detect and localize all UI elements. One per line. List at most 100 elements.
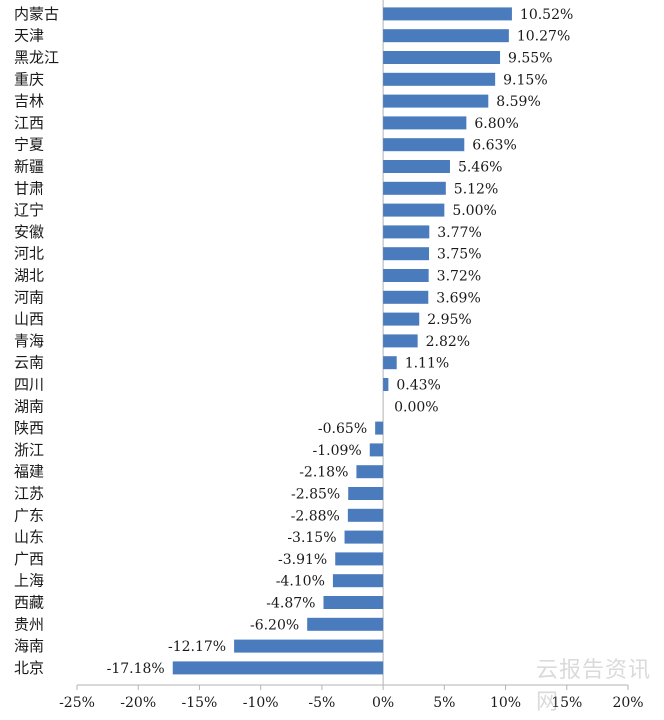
category-label: 海南 xyxy=(14,637,44,655)
bar xyxy=(348,487,384,500)
bar xyxy=(383,7,512,21)
bar xyxy=(383,269,429,282)
value-label: 6.80% xyxy=(474,116,518,132)
category-label: 山西 xyxy=(14,310,44,328)
bar xyxy=(323,596,384,609)
x-tick-label: -15% xyxy=(182,695,218,711)
value-label: 2.82% xyxy=(426,334,470,350)
bar xyxy=(383,225,430,239)
bar xyxy=(369,443,384,457)
value-label: -12.17% xyxy=(168,639,226,655)
x-tick-label: -5% xyxy=(308,695,335,711)
value-label: -4.87% xyxy=(266,596,315,612)
x-tick-label: -10% xyxy=(243,695,279,711)
category-label: 宁夏 xyxy=(14,136,44,154)
bar xyxy=(375,421,384,435)
category-label: 上海 xyxy=(14,572,44,590)
category-label: 广西 xyxy=(14,550,44,568)
category-label: 江苏 xyxy=(14,485,44,503)
category-label: 天津 xyxy=(14,27,44,45)
bar xyxy=(383,247,430,261)
category-label: 辽宁 xyxy=(14,201,44,219)
value-label: 9.15% xyxy=(503,72,547,88)
value-label: -1.09% xyxy=(313,443,362,459)
value-label: 10.52% xyxy=(520,7,573,23)
bar xyxy=(356,465,384,479)
category-label: 重庆 xyxy=(14,70,44,88)
x-tick-label: 5% xyxy=(433,695,455,711)
category-label: 青海 xyxy=(14,332,44,350)
x-tick-label: 20% xyxy=(612,695,643,711)
category-label: 黑龙江 xyxy=(14,49,59,67)
bar xyxy=(383,94,489,108)
category-label: 贵州 xyxy=(14,615,44,633)
category-label: 吉林 xyxy=(14,92,44,110)
value-label: -3.91% xyxy=(278,552,327,568)
value-label: -3.15% xyxy=(287,530,336,546)
bar xyxy=(383,51,501,64)
value-label: 5.46% xyxy=(458,160,502,176)
bar xyxy=(383,356,397,370)
bar xyxy=(344,530,384,544)
bar xyxy=(307,617,384,631)
value-label: -4.10% xyxy=(276,574,325,590)
bar xyxy=(383,138,465,152)
watermark-logo: 云报告资讯网 xyxy=(536,658,652,715)
category-label: 云南 xyxy=(14,354,44,372)
value-label: 0.43% xyxy=(396,378,440,394)
value-label: 5.00% xyxy=(452,203,496,219)
value-label: 9.55% xyxy=(508,51,552,67)
category-label: 陕西 xyxy=(14,419,44,437)
x-tick-label: 10% xyxy=(490,695,521,711)
bar xyxy=(383,72,496,86)
bar xyxy=(383,29,509,43)
value-label: 3.77% xyxy=(437,225,481,241)
category-label: 甘肃 xyxy=(14,179,44,197)
value-label: 10.27% xyxy=(517,29,570,45)
category-label: 河南 xyxy=(14,288,44,306)
bar xyxy=(383,290,429,304)
category-label: 河北 xyxy=(14,245,44,263)
bar xyxy=(234,639,384,653)
category-label: 湖南 xyxy=(14,397,44,415)
bar xyxy=(383,203,445,217)
category-label: 四川 xyxy=(14,376,44,394)
bar xyxy=(335,552,384,566)
category-label: 广东 xyxy=(14,506,44,524)
x-tick-label: -25% xyxy=(59,695,95,711)
x-tick-label: 0% xyxy=(372,695,394,711)
value-label: 3.72% xyxy=(437,269,481,285)
value-label: -2.88% xyxy=(291,508,340,524)
bar xyxy=(172,661,384,675)
value-label: 0.00% xyxy=(394,399,438,415)
value-label: -2.85% xyxy=(291,487,340,503)
category-label: 山东 xyxy=(14,528,44,546)
category-label: 江西 xyxy=(14,114,44,132)
value-label: 1.11% xyxy=(405,356,449,372)
bar xyxy=(383,116,467,130)
value-label: 3.75% xyxy=(437,247,481,263)
value-label: 5.12% xyxy=(454,181,498,197)
bar xyxy=(383,334,418,348)
bar xyxy=(383,378,389,391)
x-tick-label: -20% xyxy=(120,695,156,711)
value-label: -17.18% xyxy=(107,661,165,677)
category-label: 西藏 xyxy=(14,594,44,612)
x-tick-label: 15% xyxy=(551,695,582,711)
category-label: 安徽 xyxy=(14,223,44,241)
value-label: 3.69% xyxy=(436,290,480,306)
value-label: 6.63% xyxy=(472,138,516,154)
bar xyxy=(383,312,420,326)
category-label: 浙江 xyxy=(14,441,44,459)
category-label: 北京 xyxy=(14,659,44,677)
bar xyxy=(332,574,384,588)
category-label: 新疆 xyxy=(14,158,44,176)
bar xyxy=(347,508,384,522)
value-label: -6.20% xyxy=(250,617,299,633)
category-label: 湖北 xyxy=(14,267,44,285)
value-label: -0.65% xyxy=(318,421,367,437)
bar xyxy=(383,160,450,173)
category-label: 福建 xyxy=(14,463,44,481)
